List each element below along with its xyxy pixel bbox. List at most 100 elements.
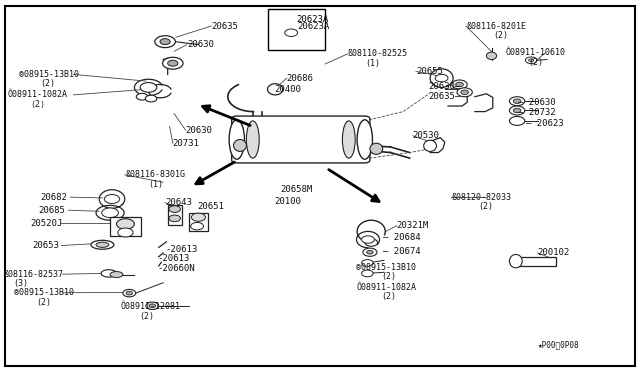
Text: -20613: -20613 xyxy=(165,245,197,254)
Text: 20630: 20630 xyxy=(186,126,212,135)
Ellipse shape xyxy=(342,121,355,158)
Ellipse shape xyxy=(102,208,118,218)
Ellipse shape xyxy=(370,143,383,154)
Ellipse shape xyxy=(362,260,373,266)
Text: 20685: 20685 xyxy=(38,206,65,215)
Ellipse shape xyxy=(168,60,178,66)
Text: — 20684: — 20684 xyxy=(383,233,420,242)
Text: -20613: -20613 xyxy=(157,254,189,263)
Bar xyxy=(110,217,141,236)
Text: 20686: 20686 xyxy=(287,74,314,83)
Text: 20658M: 20658M xyxy=(280,185,312,194)
Ellipse shape xyxy=(169,206,180,212)
Ellipse shape xyxy=(91,240,114,249)
Text: 20682: 20682 xyxy=(40,193,67,202)
Ellipse shape xyxy=(136,93,148,100)
Text: 20520J: 20520J xyxy=(31,219,63,228)
Text: Ô08911-12081: Ô08911-12081 xyxy=(120,302,180,311)
Text: (2): (2) xyxy=(381,272,396,281)
Text: 200102: 200102 xyxy=(538,248,570,257)
Ellipse shape xyxy=(163,57,183,69)
Ellipse shape xyxy=(513,99,521,103)
Text: — 20674: — 20674 xyxy=(383,247,420,256)
Text: (2): (2) xyxy=(529,58,543,67)
Text: — 20630: — 20630 xyxy=(518,98,556,107)
Ellipse shape xyxy=(461,90,468,94)
Text: ß08120-82033: ß08120-82033 xyxy=(451,193,511,202)
Ellipse shape xyxy=(126,291,132,295)
Text: ß08116-82537: ß08116-82537 xyxy=(3,270,63,279)
Text: 20630—: 20630— xyxy=(429,82,461,91)
Text: 20635: 20635 xyxy=(211,22,238,31)
Ellipse shape xyxy=(145,95,157,102)
Ellipse shape xyxy=(191,213,205,221)
Text: 20731: 20731 xyxy=(173,139,200,148)
Ellipse shape xyxy=(155,36,175,48)
Text: -20660N: -20660N xyxy=(157,264,195,273)
Ellipse shape xyxy=(529,59,534,62)
Text: 20655: 20655 xyxy=(416,67,443,76)
Text: ß08116-8301G: ß08116-8301G xyxy=(125,170,185,179)
Ellipse shape xyxy=(509,116,525,125)
Text: ß08116-8201E: ß08116-8201E xyxy=(466,22,526,31)
Ellipse shape xyxy=(456,82,463,87)
Text: ß08110-82525: ß08110-82525 xyxy=(348,49,408,58)
Bar xyxy=(168,205,182,225)
Text: (2): (2) xyxy=(493,31,508,40)
Ellipse shape xyxy=(513,108,521,113)
Ellipse shape xyxy=(486,52,497,60)
Text: 20651: 20651 xyxy=(197,202,224,211)
Text: (2): (2) xyxy=(381,292,396,301)
Text: 20653: 20653 xyxy=(32,241,59,250)
Text: ®08915-13B10: ®08915-13B10 xyxy=(14,288,74,297)
Text: ⟨2⟩: ⟨2⟩ xyxy=(31,100,45,109)
Text: (2): (2) xyxy=(140,312,154,321)
Ellipse shape xyxy=(123,289,136,297)
Ellipse shape xyxy=(457,88,472,97)
Ellipse shape xyxy=(140,83,157,92)
Ellipse shape xyxy=(452,80,467,89)
Ellipse shape xyxy=(169,215,180,222)
Ellipse shape xyxy=(367,250,373,254)
Ellipse shape xyxy=(116,219,134,229)
Ellipse shape xyxy=(96,242,109,247)
Ellipse shape xyxy=(509,254,522,268)
Ellipse shape xyxy=(435,74,448,82)
Ellipse shape xyxy=(160,39,170,45)
Text: 20400: 20400 xyxy=(274,85,301,94)
Ellipse shape xyxy=(246,121,259,158)
Text: (2): (2) xyxy=(40,79,55,88)
Text: — 20623: — 20623 xyxy=(526,119,564,128)
Ellipse shape xyxy=(357,120,372,159)
Bar xyxy=(189,213,208,231)
Text: ®08915-13B10: ®08915-13B10 xyxy=(356,263,417,272)
Ellipse shape xyxy=(234,140,246,151)
Ellipse shape xyxy=(146,302,159,310)
Bar xyxy=(517,257,556,266)
Ellipse shape xyxy=(363,248,377,256)
Ellipse shape xyxy=(509,106,525,115)
Ellipse shape xyxy=(110,272,123,278)
Text: 20643: 20643 xyxy=(165,198,192,207)
Text: 20321M: 20321M xyxy=(397,221,429,230)
Ellipse shape xyxy=(118,228,133,237)
Ellipse shape xyxy=(285,29,298,36)
Ellipse shape xyxy=(509,97,525,106)
Text: 20530: 20530 xyxy=(413,131,440,140)
Text: Ô08911-1082A: Ô08911-1082A xyxy=(8,90,68,99)
Text: 20623A: 20623A xyxy=(296,15,328,24)
Text: 20635—: 20635— xyxy=(429,92,461,101)
Text: (2): (2) xyxy=(479,202,493,211)
Text: 20623A: 20623A xyxy=(298,22,330,31)
Ellipse shape xyxy=(362,236,374,243)
Text: (2): (2) xyxy=(36,298,51,307)
Text: (1): (1) xyxy=(148,180,163,189)
Text: — 20732: — 20732 xyxy=(518,108,556,117)
Ellipse shape xyxy=(525,57,537,64)
Ellipse shape xyxy=(365,239,378,246)
Ellipse shape xyxy=(104,195,120,203)
Text: ★P00：0P08: ★P00：0P08 xyxy=(538,341,579,350)
Ellipse shape xyxy=(229,120,244,159)
Ellipse shape xyxy=(362,270,373,277)
Ellipse shape xyxy=(424,140,436,151)
